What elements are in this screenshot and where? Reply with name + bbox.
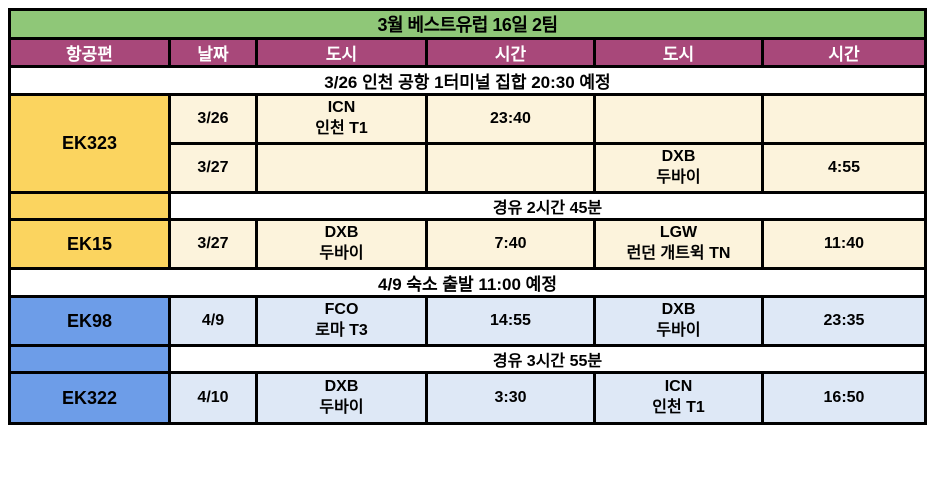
arrival-time-cell (761, 93, 927, 145)
date-cell: 3/26 (168, 93, 258, 145)
arrival-time-cell: 4:55 (761, 142, 927, 194)
city-name: 두바이 (656, 169, 701, 186)
city-name: 두바이 (319, 399, 364, 416)
departure-city-cell: DXB 두바이 (255, 371, 428, 425)
section-row: 4/9 숙소 출발 11:00 예정 (8, 267, 927, 298)
column-header-city-1: 도시 (255, 37, 428, 68)
date-cell: 3/27 (168, 142, 258, 194)
city-code: FCO (324, 301, 359, 319)
column-header-flight: 항공편 (8, 37, 171, 68)
city-name: 로마 T3 (315, 322, 368, 339)
city-name: 두바이 (319, 245, 364, 262)
flight-code-cell: EK323 (8, 93, 171, 194)
transit-spacer-cell (8, 344, 171, 374)
column-header-time-2: 시간 (761, 37, 927, 68)
title-row: 3월 베스트유럽 16일 2팀 (8, 8, 927, 40)
departure-time-cell: 23:40 (425, 93, 596, 145)
header-row: 항공편 날짜 도시 시간 도시 시간 (8, 37, 927, 68)
transit-spacer-cell (8, 191, 171, 221)
city-code: ICN (327, 99, 356, 117)
arrival-city-cell: DXB 두바이 (593, 295, 764, 347)
departure-time-cell (425, 142, 596, 194)
arrival-time-cell: 11:40 (761, 218, 927, 270)
transit-row: 경유 2시간 45분 (8, 191, 927, 221)
city-code: DXB (661, 301, 696, 319)
column-header-time-1: 시간 (425, 37, 596, 68)
departure-city-cell: ICN 인천 T1 (255, 93, 428, 145)
flight-itinerary-table: 3월 베스트유럽 16일 2팀 항공편 날짜 도시 시간 도시 시간 3/26 … (8, 8, 927, 425)
flight-code-cell: EK15 (8, 218, 171, 270)
city-code: DXB (324, 224, 359, 242)
date-cell: 4/10 (168, 371, 258, 425)
departure-city-cell: DXB 두바이 (255, 218, 428, 270)
date-cell: 4/9 (168, 295, 258, 347)
flight-row: 3/27 DXB 두바이 4:55 (10, 142, 927, 194)
city-name: 인천 T1 (652, 399, 705, 416)
section-note: 4/9 숙소 출발 11:00 예정 (8, 267, 927, 298)
city-code: ICN (664, 378, 693, 396)
transit-row: 경유 3시간 55분 (8, 344, 927, 374)
section-note: 3/26 인천 공항 1터미널 집합 20:30 예정 (8, 65, 927, 96)
departure-time-cell: 14:55 (425, 295, 596, 347)
transit-note: 경유 3시간 55분 (168, 344, 927, 374)
flight-code-cell: EK322 (8, 371, 171, 425)
city-name: 런던 개트윅 TN (626, 245, 731, 262)
arrival-time-cell: 16:50 (761, 371, 927, 425)
city-code: DXB (324, 378, 359, 396)
arrival-city-cell: ICN 인천 T1 (593, 371, 764, 425)
arrival-city-cell: LGW 런던 개트윅 TN (593, 218, 764, 270)
city-name: 인천 T1 (315, 120, 368, 137)
column-header-city-2: 도시 (593, 37, 764, 68)
section-row: 3/26 인천 공항 1터미널 집합 20:30 예정 (8, 65, 927, 96)
city-code: DXB (661, 148, 696, 166)
date-cell: 3/27 (168, 218, 258, 270)
arrival-time-cell: 23:35 (761, 295, 927, 347)
flight-code-cell: EK98 (8, 295, 171, 347)
arrival-city-cell: DXB 두바이 (593, 142, 764, 194)
column-header-date: 날짜 (168, 37, 258, 68)
city-code: LGW (659, 224, 698, 242)
flight-row: EK98 4/9 FCO 로마 T3 14:55 DXB 두바이 23:35 (8, 295, 927, 347)
departure-time-cell: 7:40 (425, 218, 596, 270)
arrival-city-cell (593, 93, 764, 145)
departure-city-cell (255, 142, 428, 194)
flight-row: EK323 3/26 ICN 인천 T1 23:40 (8, 93, 927, 194)
flight-row: EK322 4/10 DXB 두바이 3:30 ICN 인천 T1 16:50 (8, 371, 927, 425)
table-title: 3월 베스트유럽 16일 2팀 (8, 8, 927, 40)
departure-city-cell: FCO 로마 T3 (255, 295, 428, 347)
transit-note: 경유 2시간 45분 (168, 191, 927, 221)
flight-row: EK15 3/27 DXB 두바이 7:40 LGW 런던 개트윅 TN 11:… (8, 218, 927, 270)
departure-time-cell: 3:30 (425, 371, 596, 425)
city-name: 두바이 (656, 322, 701, 339)
